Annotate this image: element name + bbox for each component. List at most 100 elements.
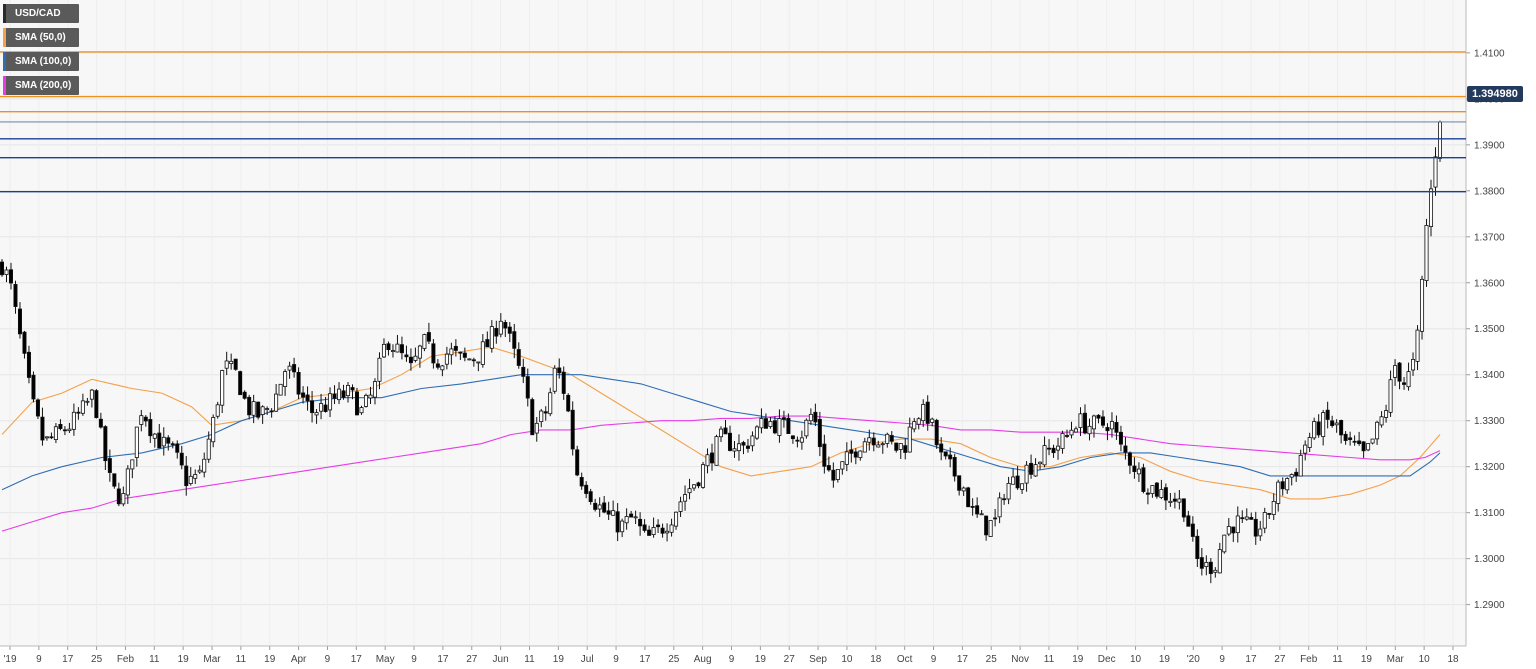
- candle-body: [710, 452, 715, 464]
- candle-body: [1334, 422, 1339, 426]
- candle-body: [296, 371, 301, 395]
- candle-body: [417, 345, 422, 359]
- y-tick-label: 1.4100: [1474, 48, 1505, 59]
- candle-body: [26, 351, 31, 378]
- legend-item-usdcad[interactable]: USD/CAD: [3, 4, 80, 23]
- candle-body: [1011, 476, 1016, 485]
- x-tick-label: Mar: [203, 654, 221, 665]
- candle-body: [736, 443, 741, 452]
- candle-body: [184, 465, 189, 487]
- candle-body: [808, 413, 813, 422]
- candle-body: [826, 465, 831, 471]
- candle-body: [1384, 410, 1389, 418]
- candle-body: [193, 474, 198, 479]
- legend-label-usdcad: USD/CAD: [15, 8, 61, 19]
- candle-body: [1217, 549, 1222, 574]
- candle-body: [602, 502, 607, 513]
- candle-body: [247, 396, 252, 416]
- candle-body: [903, 445, 908, 453]
- candle-body: [1078, 413, 1083, 428]
- candle-body: [1029, 462, 1034, 475]
- candle-body: [211, 417, 216, 443]
- legend-swatch-sma100: [3, 52, 6, 71]
- candle-body: [1438, 121, 1443, 159]
- x-tick-label: 27: [1274, 654, 1286, 665]
- candle-body: [31, 374, 36, 400]
- candle-body: [1074, 428, 1079, 433]
- candle-body: [359, 407, 364, 414]
- y-tick-label: 1.3500: [1474, 324, 1505, 335]
- candle-body: [1420, 278, 1425, 332]
- candle-body: [1087, 425, 1092, 435]
- legend-item-sma100[interactable]: SMA (100,0): [3, 52, 80, 71]
- candle-body: [1082, 412, 1087, 434]
- candle-body: [1024, 464, 1029, 484]
- x-tick-label: Apr: [291, 654, 307, 665]
- candle-body: [862, 441, 867, 453]
- candle-body: [485, 339, 490, 348]
- candle-body: [543, 411, 548, 414]
- x-tick-label: 19: [178, 654, 190, 665]
- candle-body: [750, 435, 755, 447]
- candle-body: [660, 527, 665, 534]
- y-tick-label: 1.3200: [1474, 462, 1505, 473]
- candle-body: [202, 458, 207, 473]
- x-tick-label: '19: [3, 654, 16, 665]
- candle-body: [1006, 482, 1011, 500]
- x-tick-label: Mar: [1387, 654, 1405, 665]
- candle-body: [476, 361, 481, 364]
- candle-body: [1294, 471, 1299, 477]
- candle-body: [13, 284, 18, 307]
- x-tick-label: Feb: [1300, 654, 1318, 665]
- candle-body: [768, 421, 773, 428]
- candle-body: [220, 370, 225, 406]
- candle-body: [107, 458, 112, 473]
- candle-body: [80, 400, 85, 414]
- x-tick-label: 9: [613, 654, 619, 665]
- candle-body: [1168, 500, 1173, 503]
- candle-body: [1258, 528, 1263, 537]
- candle-body: [157, 432, 162, 449]
- candle-body: [260, 406, 265, 415]
- candle-body: [912, 421, 917, 430]
- legend-item-sma50[interactable]: SMA (50,0): [3, 28, 80, 47]
- candle-body: [67, 428, 72, 432]
- candle-body: [1289, 474, 1294, 478]
- candle-body: [1339, 419, 1344, 436]
- y-tick-label: 1.3400: [1474, 370, 1505, 381]
- candle-body: [328, 393, 333, 411]
- candle-body: [435, 363, 440, 368]
- candle-body: [970, 506, 975, 508]
- candle-body: [772, 420, 777, 434]
- candle-body: [431, 343, 436, 364]
- candle-body: [593, 502, 598, 510]
- candle-body: [53, 426, 58, 440]
- candle-body: [408, 356, 413, 364]
- x-tick-label: 9: [411, 654, 417, 665]
- candle-body: [732, 448, 737, 452]
- candle-body: [139, 415, 144, 425]
- last-price-tag: 1.394980: [1467, 86, 1523, 102]
- candle-body: [880, 443, 885, 446]
- candle-body: [1056, 445, 1061, 451]
- candle-body: [521, 366, 526, 377]
- candle-body: [525, 376, 530, 399]
- candle-body: [723, 427, 728, 435]
- candle-body: [341, 390, 346, 398]
- candle-body: [840, 461, 845, 470]
- candle-body: [1366, 443, 1371, 451]
- candle-body: [1150, 485, 1155, 494]
- candle-body: [494, 327, 499, 337]
- candle-body: [539, 410, 544, 423]
- candle-body: [696, 482, 701, 487]
- candle-body: [1190, 523, 1195, 537]
- legend-item-sma200[interactable]: SMA (200,0): [3, 76, 80, 95]
- candle-body: [727, 432, 732, 451]
- x-tick-label: Aug: [694, 654, 712, 665]
- candle-body: [125, 468, 130, 496]
- candle-body: [0, 261, 4, 276]
- candle-body: [530, 399, 535, 436]
- candle-body: [763, 418, 768, 429]
